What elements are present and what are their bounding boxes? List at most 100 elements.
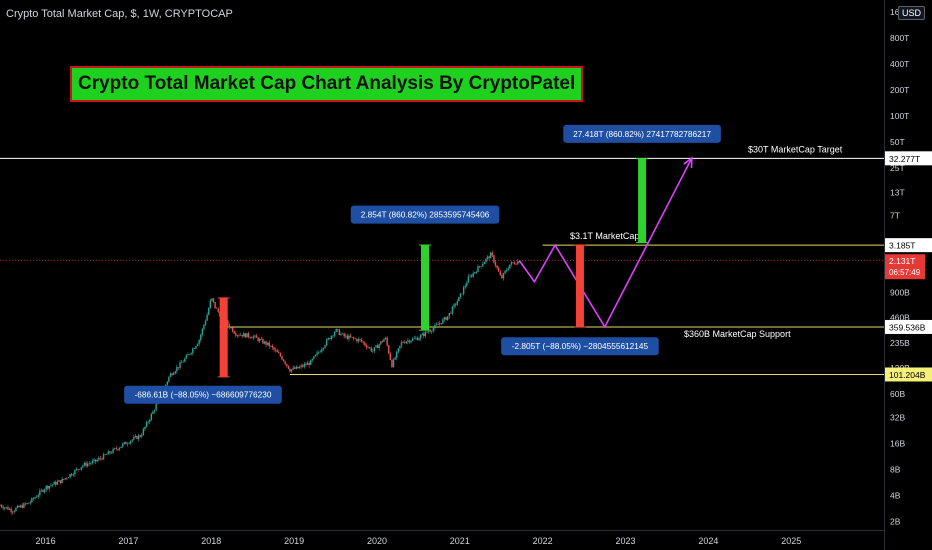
candle-body <box>39 490 41 496</box>
candle-body <box>131 439 133 441</box>
candle-body <box>66 478 68 479</box>
measure-label: -2.805T (−88.05%) −2804555612145 <box>512 341 649 351</box>
candle-body <box>321 349 323 352</box>
candle-body <box>440 323 443 324</box>
candle-body <box>329 338 331 340</box>
currency-badge[interactable]: USD <box>898 6 926 20</box>
candle-body <box>427 331 430 333</box>
candle-body <box>324 345 326 348</box>
candle-body <box>353 337 355 339</box>
candle-body <box>94 459 97 462</box>
time-axis-line <box>0 530 884 531</box>
level-axis-label: 101.204B <box>889 370 926 380</box>
projection-arrowhead <box>683 156 693 169</box>
candle-body <box>266 342 269 345</box>
level-line-text: $3.1T MarketCap <box>570 231 639 241</box>
candle-body <box>139 435 141 437</box>
candle-body <box>413 338 415 339</box>
candle-body <box>359 339 361 340</box>
candle-body <box>490 252 492 259</box>
candle-body <box>70 474 73 476</box>
level-axis-badge <box>885 238 932 253</box>
candle-body <box>198 339 200 345</box>
candle-body <box>475 272 478 273</box>
y-tick-label: 100T <box>890 111 909 121</box>
candle-body <box>115 448 118 450</box>
candle-body <box>91 460 94 464</box>
candle-body <box>200 334 202 340</box>
candle-body <box>362 341 364 343</box>
candle-body <box>120 446 122 448</box>
y-tick-label: 4B <box>890 491 901 501</box>
candle-body <box>364 342 366 346</box>
level-axis-badge <box>885 367 932 382</box>
candle-body <box>415 337 417 339</box>
candle-body <box>389 353 392 360</box>
candle-body <box>271 345 274 348</box>
candle-body <box>426 331 428 333</box>
candle-body <box>337 328 339 330</box>
y-tick-label: 32B <box>890 413 905 423</box>
x-tick-label: 2019 <box>284 536 304 546</box>
candle-body <box>58 480 60 482</box>
candle-body <box>439 323 441 325</box>
candle-body <box>109 451 111 454</box>
candle-body <box>172 373 175 376</box>
candle-body <box>42 490 44 492</box>
candle-body <box>411 338 414 341</box>
measure-label-box <box>501 337 659 356</box>
candle-body <box>149 419 151 422</box>
candle-body <box>268 342 270 347</box>
y-tick-label: 16B <box>890 439 905 449</box>
candle-body <box>464 285 466 288</box>
measure-bar <box>575 245 584 327</box>
candle-body <box>402 342 404 343</box>
candle-body <box>482 264 484 267</box>
candle-body <box>273 347 275 350</box>
candle-body <box>211 298 213 301</box>
candle-body <box>98 458 100 460</box>
candle-body <box>144 426 146 430</box>
candle-body <box>474 272 476 274</box>
candle-body <box>23 503 25 508</box>
candle-body <box>67 477 70 479</box>
candle-body <box>349 335 352 338</box>
price-axis-separator <box>884 0 885 550</box>
y-tick-label: 900B <box>890 288 910 298</box>
candle-body <box>327 338 329 340</box>
candle-body <box>182 361 184 363</box>
candle-body <box>260 338 262 340</box>
candle-body <box>274 349 277 351</box>
candle-body <box>317 351 320 353</box>
measure-bar <box>421 244 430 331</box>
current-price-label: 2.131T <box>889 256 915 266</box>
candle-body <box>445 317 447 320</box>
candle-body <box>155 404 157 411</box>
candle-body <box>96 459 98 462</box>
candle-body <box>305 364 307 366</box>
current-price-badge <box>885 254 925 280</box>
candle-body <box>410 340 412 343</box>
candle-body <box>496 265 498 268</box>
candle-body <box>243 333 245 337</box>
candle-body <box>459 293 462 297</box>
candle-body <box>112 448 114 453</box>
candle-body <box>246 333 248 338</box>
symbol-title[interactable]: Crypto Total Market Cap, $, 1W, CRYPTOCA… <box>6 8 233 20</box>
level-axis-label: 359.536B <box>889 322 926 332</box>
candle-body <box>137 435 140 440</box>
candle-body <box>195 346 197 349</box>
y-tick-label: 400T <box>890 59 909 69</box>
candle-body <box>469 275 471 277</box>
candle-body <box>373 347 376 352</box>
candle-body <box>493 255 495 263</box>
candle-body <box>302 365 304 367</box>
candle-body <box>372 351 374 352</box>
candle-body <box>152 411 154 414</box>
candle-body <box>322 347 325 350</box>
candle-body <box>480 266 482 267</box>
y-tick-label: 235B <box>890 338 910 348</box>
candle-body <box>488 256 490 259</box>
candle-body <box>217 308 219 312</box>
